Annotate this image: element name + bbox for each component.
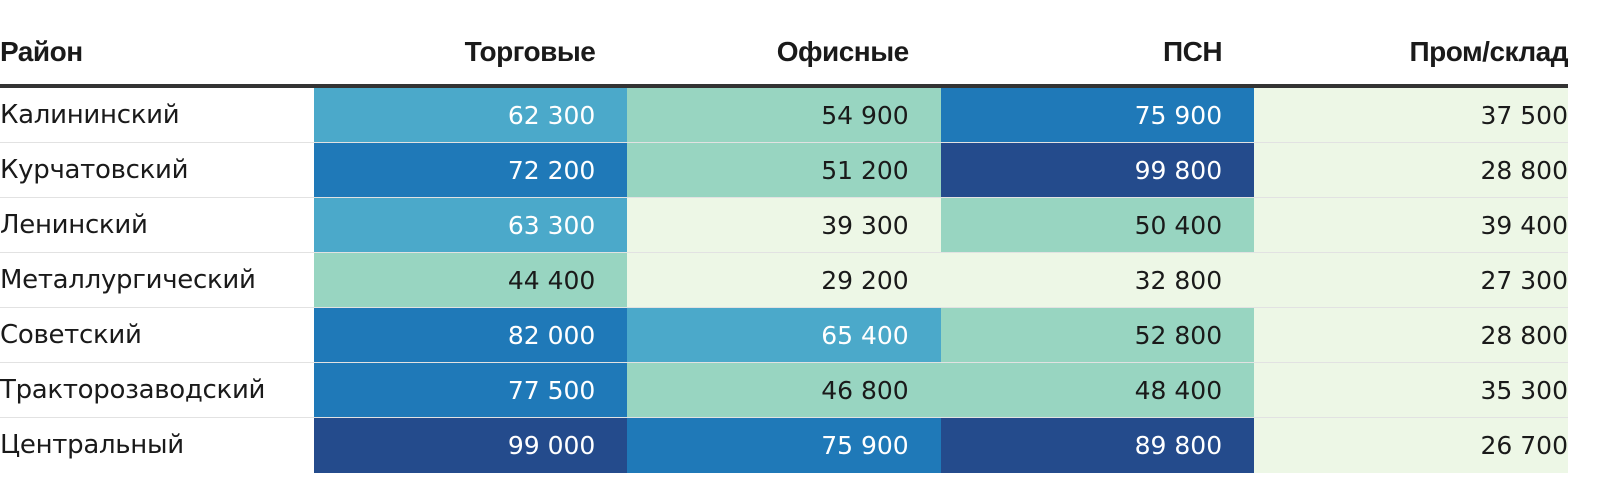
- value-cell-industrial: 26 700: [1254, 418, 1568, 473]
- value-cell-psn: 99 800: [940, 143, 1255, 197]
- header-office: Офисные: [776, 36, 909, 67]
- value-cell-retail: 82 000: [313, 308, 628, 362]
- value-cell-office: 75 900: [627, 418, 941, 473]
- value-cell-office: 39 300: [627, 198, 941, 252]
- district-name: Центральный: [0, 430, 184, 460]
- table-header: Район Торговые Офисные ПСН Пром/склад: [0, 16, 1568, 88]
- district-name: Советский: [0, 320, 142, 350]
- table-row: Калининский 62 300 54 900 75 900 37 500: [0, 88, 1568, 143]
- heatmap-table: Район Торговые Офисные ПСН Пром/склад Ка…: [0, 16, 1568, 473]
- value-cell-office: 54 900: [627, 88, 941, 142]
- value-cell-retail: 99 000: [313, 418, 628, 473]
- value-cell-office: 29 200: [627, 253, 941, 307]
- value-cell-office: 51 200: [627, 143, 941, 197]
- value-cell-psn: 52 800: [940, 308, 1255, 362]
- table-row: Металлургический 44 400 29 200 32 800 27 300: [0, 253, 1568, 308]
- value-cell-retail: 44 400: [313, 253, 628, 307]
- value-cell-psn: 50 400: [940, 198, 1255, 252]
- value-cell-psn: 75 900: [940, 88, 1255, 142]
- value-cell-retail: 72 200: [313, 143, 628, 197]
- table-body: Калининский 62 300 54 900 75 900 37 500 Курча…: [0, 88, 1568, 473]
- value-cell-industrial: 35 300: [1254, 363, 1568, 417]
- value-cell-retail: 63 300: [313, 198, 628, 252]
- district-name: Тракторозаводский: [0, 375, 266, 405]
- value-cell-industrial: 37 500: [1254, 88, 1568, 142]
- value-cell-psn: 89 800: [940, 418, 1255, 473]
- table-row: Советский 82 000 65 400 52 800 28 800: [0, 308, 1568, 363]
- header-industrial: Пром/склад: [1409, 36, 1568, 67]
- district-name: Калининский: [0, 100, 180, 130]
- value-cell-industrial: 28 800: [1254, 143, 1568, 197]
- header-psn: ПСН: [1163, 36, 1223, 67]
- value-cell-retail: 62 300: [313, 88, 628, 142]
- value-cell-industrial: 27 300: [1254, 253, 1568, 307]
- header-district: Район: [0, 36, 83, 67]
- table-row: Ленинский 63 300 39 300 50 400 39 400: [0, 198, 1568, 253]
- table-row: Тракторозаводский 77 500 46 800 48 400 35 30…: [0, 363, 1568, 418]
- header-retail: Торговые: [464, 36, 596, 67]
- value-cell-office: 65 400: [627, 308, 941, 362]
- district-name: Металлургический: [0, 265, 256, 295]
- value-cell-industrial: 28 800: [1254, 308, 1568, 362]
- value-cell-office: 46 800: [627, 363, 941, 417]
- table-row: Центральный 99 000 75 900 89 800 26 700: [0, 418, 1568, 473]
- table-row: Курчатовский 72 200 51 200 99 800 28 800: [0, 143, 1568, 198]
- value-cell-retail: 77 500: [313, 363, 628, 417]
- value-cell-psn: 48 400: [940, 363, 1255, 417]
- value-cell-industrial: 39 400: [1254, 198, 1568, 252]
- district-name: Ленинский: [0, 210, 148, 240]
- value-cell-psn: 32 800: [940, 253, 1255, 307]
- district-name: Курчатовский: [0, 155, 189, 185]
